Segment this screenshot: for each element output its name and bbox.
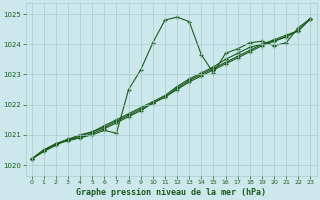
X-axis label: Graphe pression niveau de la mer (hPa): Graphe pression niveau de la mer (hPa) — [76, 188, 266, 197]
